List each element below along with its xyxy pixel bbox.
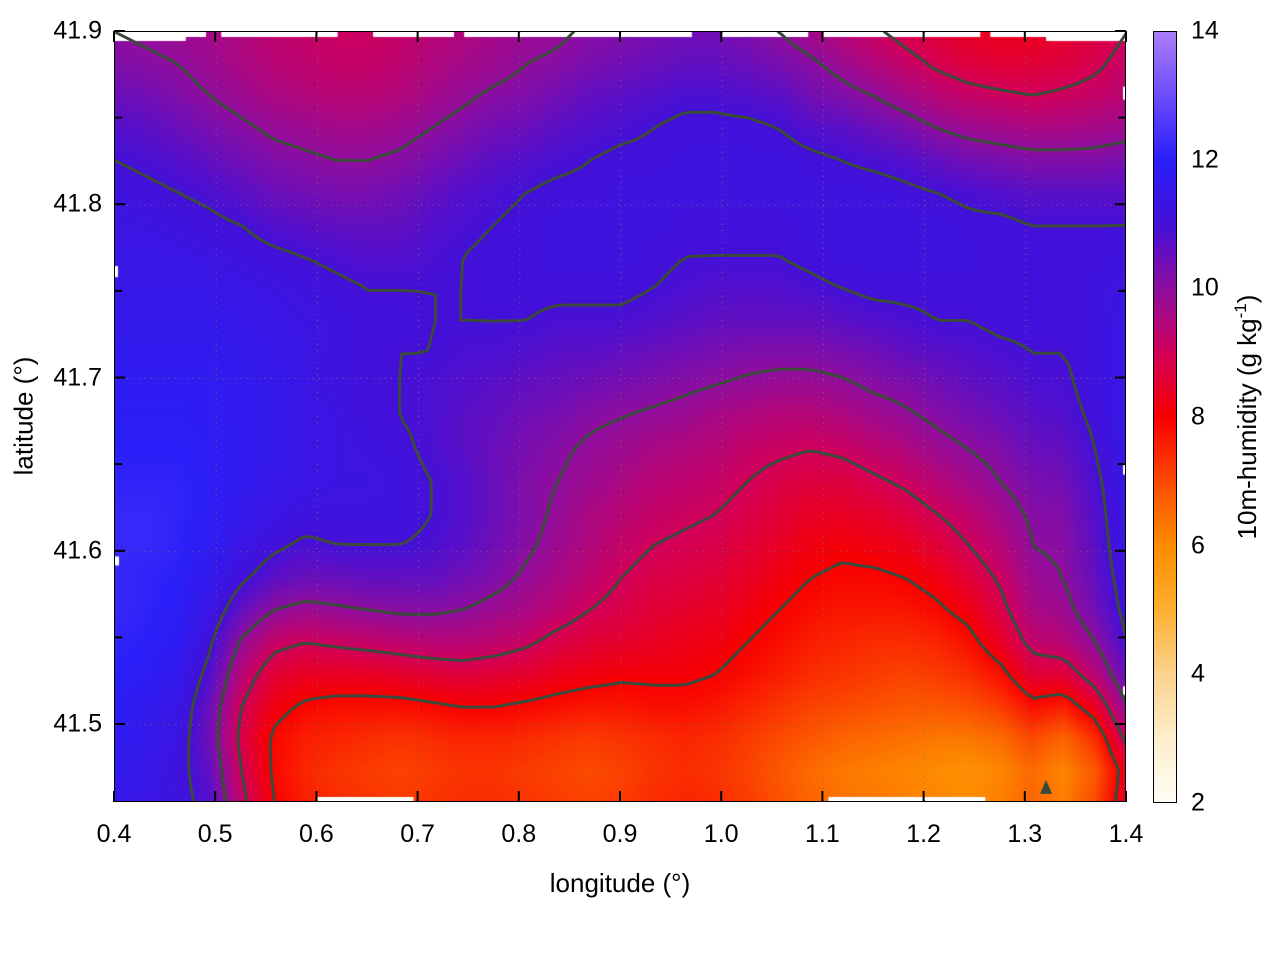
x-tick-label: 1.1 bbox=[805, 820, 840, 848]
colorbar-tick-label: 4 bbox=[1191, 659, 1205, 688]
y-tick-label: 41.7 bbox=[53, 363, 102, 392]
colorbar-tick-label: 6 bbox=[1191, 531, 1205, 560]
humidity-field-canvas bbox=[115, 32, 1125, 801]
colorbar-tick-label: 8 bbox=[1191, 402, 1205, 431]
colorbar bbox=[1153, 31, 1177, 803]
colorbar-gradient bbox=[1154, 32, 1176, 802]
colorbar-tick-label: 10 bbox=[1191, 273, 1219, 302]
plot-area bbox=[114, 31, 1126, 802]
colorbar-label-main: 10m-humidity (g kg bbox=[1231, 318, 1262, 540]
colorbar-tick-label: 12 bbox=[1191, 145, 1219, 174]
x-tick-label: 0.8 bbox=[501, 820, 537, 848]
x-tick-label: 0.6 bbox=[299, 820, 334, 848]
grid-overlay bbox=[115, 32, 1125, 801]
y-tick-label: 41.8 bbox=[53, 189, 102, 218]
contour-overlay bbox=[115, 32, 1125, 801]
colorbar-label-tail: ) bbox=[1231, 294, 1262, 304]
colorbar-tick-label: 2 bbox=[1191, 788, 1205, 817]
x-tick-label: 1.3 bbox=[1007, 820, 1043, 848]
x-tick-label: 0.4 bbox=[96, 820, 132, 848]
x-tick-label: 1.0 bbox=[703, 820, 739, 848]
y-axis-label: latitude (°) bbox=[8, 356, 39, 476]
x-tick-label: 0.9 bbox=[602, 820, 638, 848]
y-tick-label: 41.9 bbox=[53, 16, 102, 45]
colorbar-tick-label: 14 bbox=[1191, 16, 1219, 45]
colorbar-label: 10m-humidity (g kg-1) bbox=[1231, 295, 1263, 540]
y-tick-label: 41.5 bbox=[53, 709, 102, 738]
x-axis-label: longitude (°) bbox=[549, 868, 691, 898]
y-tick-label: 41.6 bbox=[53, 536, 102, 565]
x-tick-label: 0.5 bbox=[197, 820, 233, 848]
x-tick-label: 1.4 bbox=[1108, 820, 1144, 848]
colorbar-label-exponent: -1 bbox=[1231, 303, 1251, 319]
x-tick-label: 0.7 bbox=[400, 820, 435, 848]
x-tick-label: 1.2 bbox=[906, 820, 941, 848]
